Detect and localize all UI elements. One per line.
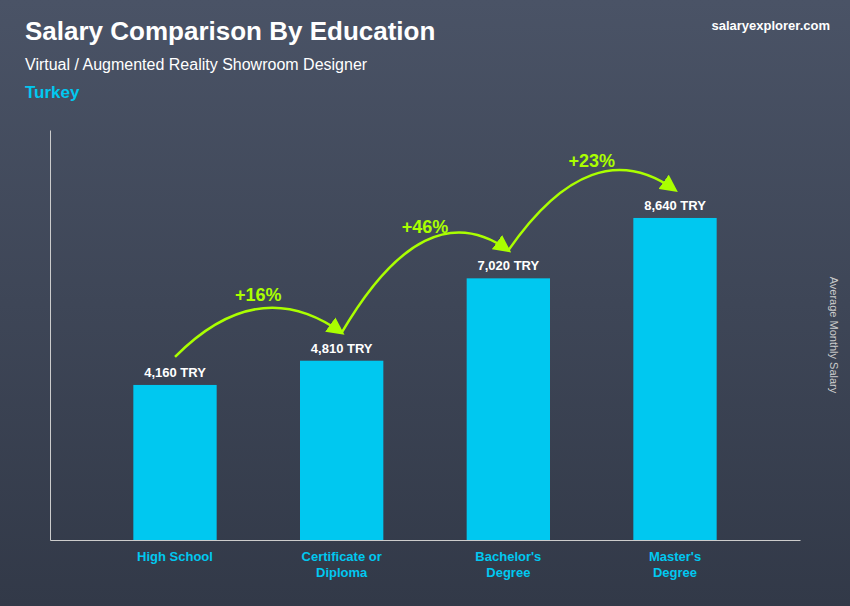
annotation-label: +46% — [402, 217, 449, 237]
annotation-label: +23% — [568, 151, 615, 171]
y-axis-line — [50, 131, 51, 541]
x-tick-label: Certificate orDiploma — [302, 549, 382, 580]
country: Turkey — [25, 83, 80, 102]
annotations: +16% +46% +23% — [175, 151, 675, 357]
plot: High School Certificate orDiploma Bachelor… — [51, 131, 801, 580]
source: salaryexplorer.com — [711, 18, 830, 33]
bar — [467, 278, 550, 540]
x-tick-label: Bachelor'sDegree — [475, 549, 541, 580]
y-axis — [50, 131, 51, 541]
bar — [133, 385, 216, 540]
annotation-arrow — [508, 170, 675, 250]
data-label: 7,020 TRY — [477, 258, 539, 273]
data-label: 8,640 TRY — [644, 198, 706, 213]
bar — [300, 361, 383, 540]
y-axis-title: Average Monthly Salary — [828, 277, 840, 394]
annotation-arrow — [342, 233, 509, 333]
x-tick: Master'sDegree — [649, 549, 701, 580]
x-axis-line — [51, 540, 801, 541]
annotation-label: +16% — [235, 285, 282, 305]
x-axis: High School Certificate orDiploma Bachelor… — [51, 541, 801, 580]
x-tick: High School — [137, 549, 213, 564]
x-tick: Bachelor'sDegree — [475, 549, 541, 580]
subtitle: Virtual / Augmented Reality Showroom Des… — [25, 56, 368, 73]
x-tick-label: High School — [137, 549, 213, 564]
x-tick: Certificate orDiploma — [302, 549, 382, 580]
bar — [633, 218, 716, 540]
data-labels: 4,160 TRY 4,810 TRY 7,020 TRY 8,640 TRY — [144, 198, 706, 380]
annotation-arrow — [175, 308, 342, 357]
x-tick-label: Master'sDegree — [649, 549, 701, 580]
bars — [133, 218, 716, 540]
title: Salary Comparison By Education — [25, 16, 435, 46]
data-label: 4,160 TRY — [144, 365, 206, 380]
data-label: 4,810 TRY — [311, 341, 373, 356]
chart: High School Certificate orDiploma Bachelor… — [0, 0, 850, 606]
